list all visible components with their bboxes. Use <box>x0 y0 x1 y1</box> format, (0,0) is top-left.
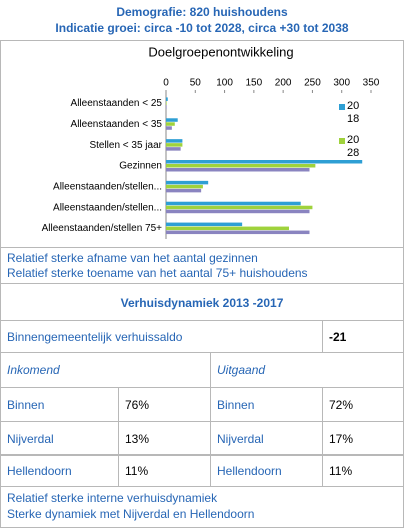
legend-label: 2018 <box>347 100 360 125</box>
bar <box>166 230 310 235</box>
category-label: Gezinnen <box>119 161 162 172</box>
bar <box>166 180 209 185</box>
note: Relatief sterke afname van het aantal ge… <box>7 251 258 265</box>
bar <box>166 168 310 172</box>
bar <box>166 222 243 227</box>
x-tick-label: 50 <box>190 78 202 89</box>
bar <box>166 143 183 147</box>
column-header: Uitgaand <box>210 352 404 388</box>
bar <box>166 201 301 206</box>
column-header: Inkomend <box>0 352 211 388</box>
legend: 2028 <box>347 134 360 159</box>
header: Demografie: 820 huishoudens Indicatie gr… <box>0 0 404 41</box>
percentage: 72% <box>322 387 404 422</box>
place: Nijverdal <box>210 421 323 456</box>
bar <box>166 184 203 189</box>
bar <box>166 105 167 109</box>
category-label: Alleenstaanden < 25 <box>71 98 163 109</box>
place: Nijverdal <box>0 421 119 456</box>
bar <box>166 160 363 164</box>
notes: Relatief sterke afname van het aantal ge… <box>0 247 404 284</box>
percentage: 11% <box>118 454 211 487</box>
chart-title: Doelgroepenontwikkeling <box>148 44 293 59</box>
note: Relatief sterke toename van het aantal 7… <box>7 266 308 280</box>
bar <box>166 97 168 101</box>
percentage: 17% <box>322 421 404 456</box>
x-tick-label: 200 <box>275 78 292 89</box>
bar <box>166 147 181 151</box>
category-label: Alleenstaanden < 35 <box>71 119 163 130</box>
x-tick-label: 100 <box>216 78 233 89</box>
bar <box>166 122 175 126</box>
legend-swatch <box>339 104 345 110</box>
footer-line: Sterke dynamiek met Nijverdal en Hellend… <box>7 507 255 521</box>
chart: Doelgroepenontwikkeling 0 50 100 150 200 250 3… <box>0 40 404 248</box>
legend-swatch <box>339 138 345 144</box>
bar <box>166 164 316 168</box>
category-label: Alleenstaanden/stellen... <box>53 202 162 213</box>
bar <box>166 188 202 193</box>
bar <box>166 139 183 143</box>
bar <box>166 205 313 210</box>
place: Binnen <box>0 387 119 422</box>
x-tick-label: 0 <box>163 78 169 89</box>
bar <box>166 126 172 130</box>
bar <box>166 226 289 231</box>
percentage: 13% <box>118 421 211 456</box>
footer-line: Relatief sterke interne verhuisdynamiek <box>7 491 218 505</box>
saldo-value: -21 <box>322 320 404 353</box>
place: Hellendoorn <box>0 454 119 487</box>
x-tick-label: 300 <box>333 78 350 89</box>
bar <box>166 209 310 214</box>
bar <box>166 101 167 105</box>
legend: 2018 <box>347 100 360 125</box>
footer: Relatief sterke interne verhuisdynamiek … <box>0 486 404 528</box>
percentage: 76% <box>118 387 211 422</box>
bar <box>166 118 178 122</box>
category-label: Alleenstaanden/stellen 75+ <box>42 223 163 234</box>
section-title: Verhuisdynamiek 2013 -2017 <box>0 283 404 321</box>
header-title: Demografie: 820 huishoudens <box>116 5 288 19</box>
x-tick-label: 250 <box>304 78 321 89</box>
category-label: Stellen < 35 jaar <box>89 140 162 151</box>
place: Hellendoorn <box>210 454 323 487</box>
place: Binnen <box>210 387 323 422</box>
x-tick-label: 150 <box>246 78 263 89</box>
saldo-label: Binnengemeentelijk verhuissaldo <box>0 320 323 353</box>
percentage: 11% <box>322 454 404 487</box>
category-label: Alleenstaanden/stellen... <box>53 181 162 192</box>
x-tick-label: 350 <box>363 78 380 89</box>
header-subtitle: Indicatie groei: circa -10 tot 2028, cir… <box>55 21 349 35</box>
legend-label: 2028 <box>347 134 360 159</box>
